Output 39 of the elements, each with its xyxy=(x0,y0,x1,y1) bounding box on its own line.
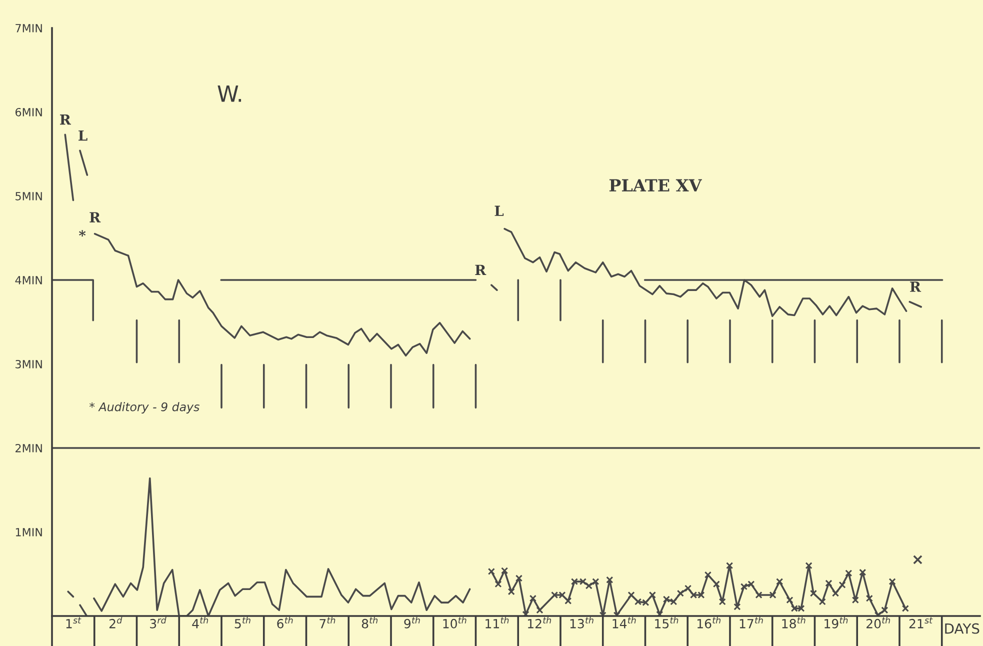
x-tick-label: 3$^{rd}$ xyxy=(150,616,166,628)
annotation: * xyxy=(78,230,86,237)
annotation: * Auditory - 9 days xyxy=(89,402,200,414)
x-tick-label: 21$^{st}$ xyxy=(909,617,933,628)
annotation: R xyxy=(90,212,101,222)
x-tick-label: 7$^{th}$ xyxy=(320,616,336,628)
x-tick-label: 17$^{th}$ xyxy=(740,616,763,628)
x-tick-label: 9$^{th}$ xyxy=(404,616,420,628)
text: PLATE XV xyxy=(609,179,702,192)
x-axis-title: DAYS xyxy=(945,623,980,634)
x-tick-label: 16$^{th}$ xyxy=(697,616,721,628)
y-tick-label: 3MIN xyxy=(16,360,42,368)
x-tick-label: 18$^{th}$ xyxy=(782,616,806,628)
y-tick-label: 1MIN xyxy=(16,528,42,536)
x-tick-label: 5$^{th}$ xyxy=(234,616,250,628)
x-tick-label: 8$^{th}$ xyxy=(362,616,378,628)
text: W. xyxy=(218,86,242,102)
y-tick-label: 2MIN xyxy=(16,444,42,452)
annotation: L xyxy=(494,206,504,216)
y-tick-label: 7MIN xyxy=(16,24,42,32)
x-tick-label: 10$^{th}$ xyxy=(443,616,466,628)
x-tick-label: 1$^{st}$ xyxy=(66,617,82,628)
x-tick-label: 13$^{th}$ xyxy=(570,616,594,628)
x-tick-label: 12$^{th}$ xyxy=(528,616,552,628)
annotation: R xyxy=(60,114,71,125)
annotation: R xyxy=(475,264,486,275)
annotation: R xyxy=(910,282,922,292)
x-tick-label: 20$^{th}$ xyxy=(866,616,890,628)
y-tick-label: 4MIN xyxy=(15,276,42,284)
x-tick-label: 4$^{th}$ xyxy=(192,616,208,628)
x-tick-label: 11$^{th}$ xyxy=(486,616,509,628)
x-tick-label: 19$^{th}$ xyxy=(824,616,848,628)
y-tick-label: 5MIN xyxy=(16,192,42,200)
x-tick-label: 14$^{th}$ xyxy=(612,616,636,628)
x-tick-label: 2$^{d}$ xyxy=(109,616,122,628)
annotation: L xyxy=(78,130,88,141)
x-tick-label: 15$^{th}$ xyxy=(655,616,678,628)
y-tick-label: 6MIN xyxy=(16,108,42,116)
x-tick-label: 6$^{th}$ xyxy=(277,616,293,628)
